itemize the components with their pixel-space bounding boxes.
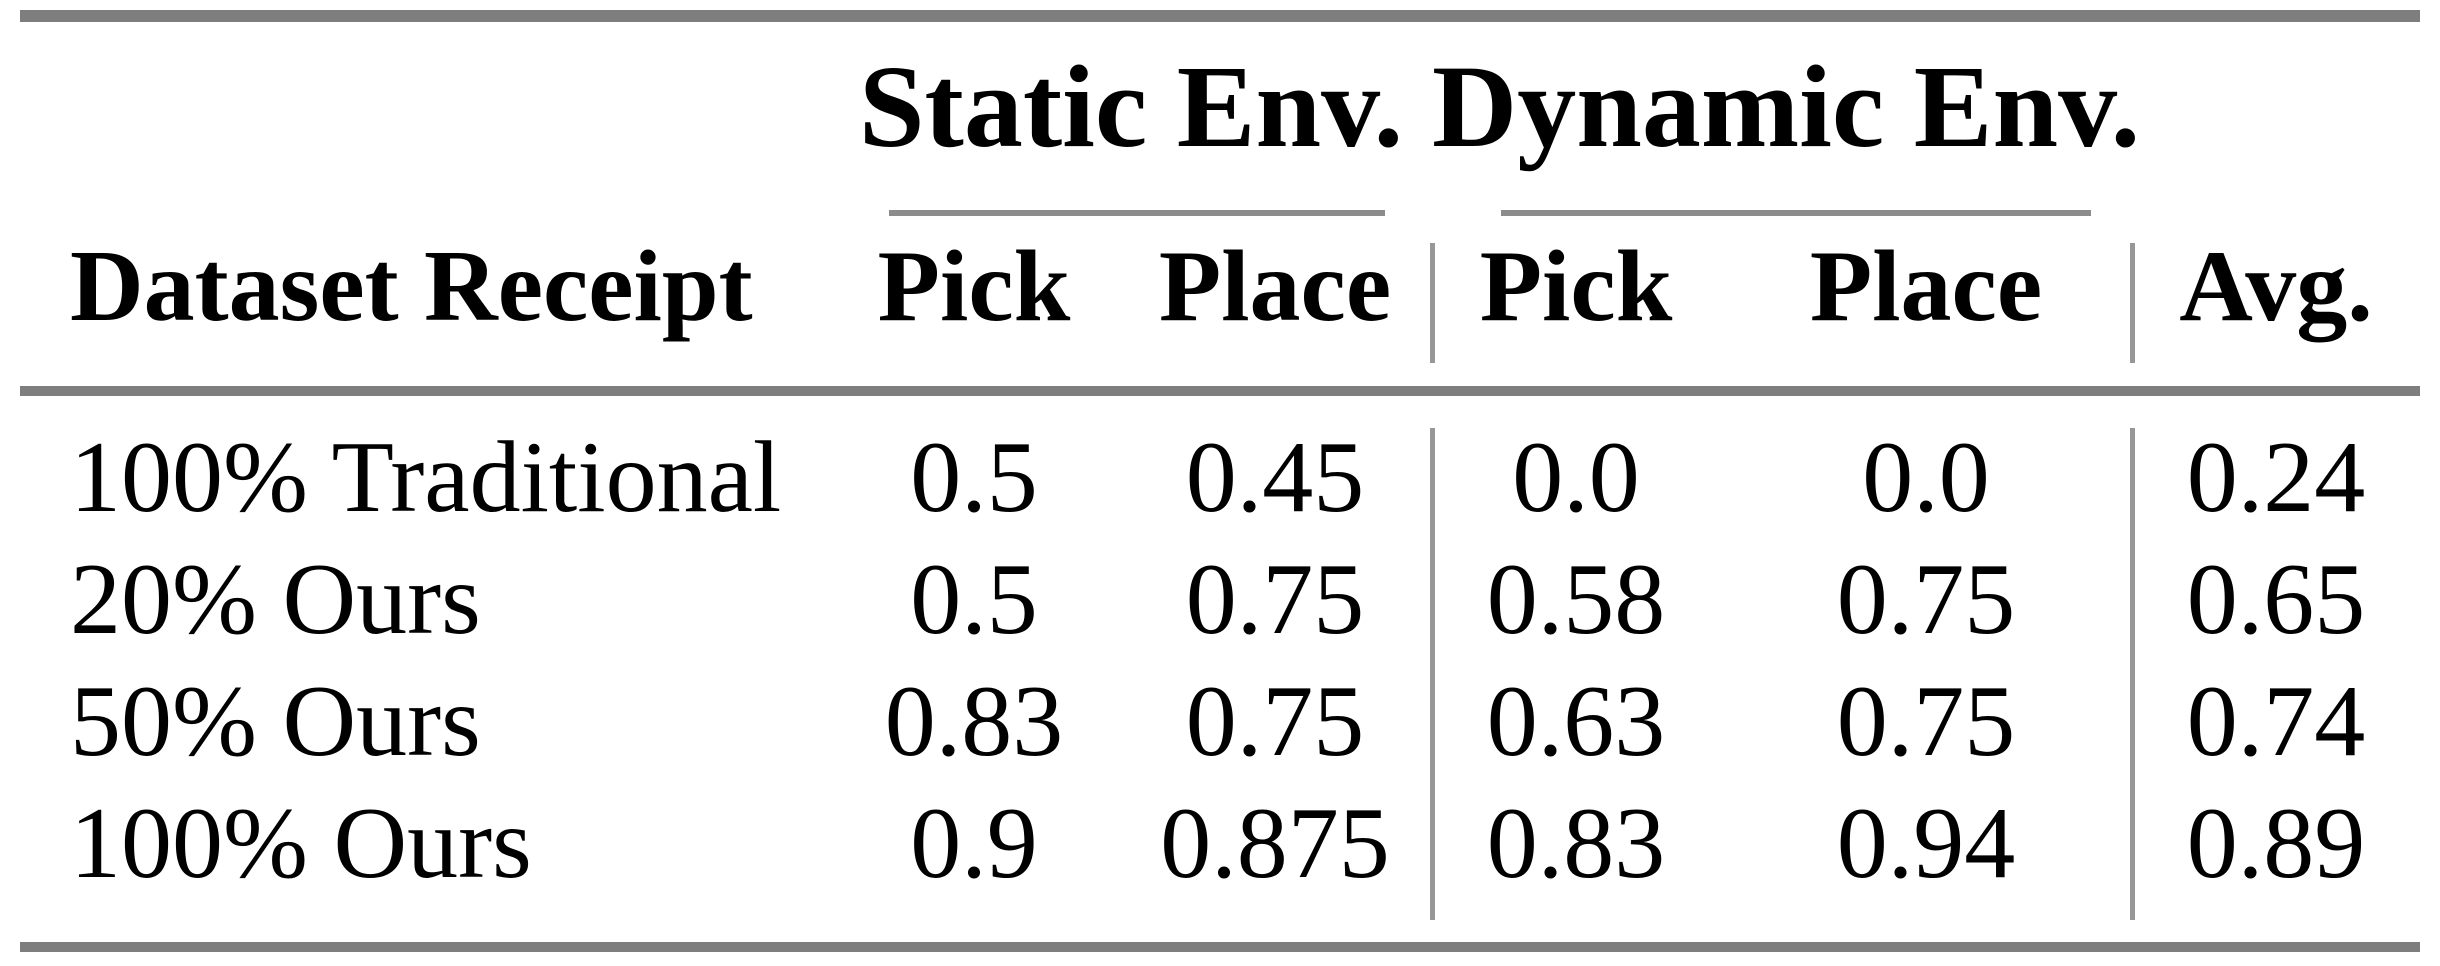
dynamic-pick-cell: 0.0 xyxy=(1512,421,1640,534)
static-place-cell: 0.75 xyxy=(1185,665,1365,778)
dynamic-place-cell: 0.94 xyxy=(1836,787,2016,900)
dynamic-place-cell: 0.0 xyxy=(1862,421,1990,534)
column-group-static-env: Static Env. xyxy=(858,41,1404,172)
column-group-dynamic-env: Dynamic Env. xyxy=(1432,41,2141,172)
vertical-divider-static-dynamic-body xyxy=(1430,428,1435,920)
results-table: Static Env. Dynamic Env. Dataset Receipt… xyxy=(20,22,2420,900)
static-place-cell: 0.45 xyxy=(1185,421,1365,534)
avg-cell: 0.65 xyxy=(2186,543,2366,656)
dynamic-pick-cell: 0.58 xyxy=(1486,543,1666,656)
row-label-cell: 100% Ours xyxy=(70,787,532,900)
static-place-cell: 0.875 xyxy=(1160,787,1390,900)
static-pick-cell: 0.5 xyxy=(910,421,1038,534)
table-top-rule xyxy=(20,10,2420,22)
column-group-header-row: Static Env. Dynamic Env. xyxy=(20,22,2420,220)
dynamic-pick-cell: 0.63 xyxy=(1486,665,1666,778)
vertical-divider-avg-body xyxy=(2130,428,2135,920)
rule-spacer-row xyxy=(20,386,2420,397)
static-env-underline-rule xyxy=(889,210,1385,216)
static-pick-cell: 0.5 xyxy=(910,543,1038,656)
row-label-cell: 50% Ours xyxy=(70,665,481,778)
dynamic-env-underline-rule xyxy=(1501,210,2091,216)
static-pick-cell: 0.83 xyxy=(884,665,1064,778)
column-header-dynamic-pick: Pick xyxy=(1479,230,1673,343)
column-header-static-pick: Pick xyxy=(877,230,1071,343)
row-label-cell: 20% Ours xyxy=(70,543,481,656)
static-place-cell: 0.75 xyxy=(1185,543,1365,656)
column-header-avg: Avg. xyxy=(2179,230,2373,343)
avg-cell: 0.89 xyxy=(2186,787,2366,900)
empty-corner-cell xyxy=(2132,22,2420,220)
table-row: 20% Ours 0.5 0.75 0.58 0.75 0.65 xyxy=(20,519,2420,656)
dynamic-place-cell: 0.75 xyxy=(1836,665,2016,778)
avg-cell: 0.74 xyxy=(2186,665,2366,778)
empty-corner-cell xyxy=(20,22,830,220)
rule-spacer-cell xyxy=(20,386,2420,397)
column-header-static-place: Place xyxy=(1158,230,1392,343)
table-header-separator-rule xyxy=(20,386,2420,396)
table-row: 100% Traditional 0.5 0.45 0.0 0.0 0.24 xyxy=(20,397,2420,534)
dynamic-pick-cell: 0.83 xyxy=(1486,787,1666,900)
column-header-dynamic-place: Place xyxy=(1809,230,2043,343)
avg-cell: 0.24 xyxy=(2186,421,2366,534)
vertical-divider-avg-header xyxy=(2130,243,2135,363)
column-header-dataset-receipt: Dataset Receipt xyxy=(70,230,753,343)
table-row: 100% Ours 0.9 0.875 0.83 0.94 0.89 xyxy=(20,763,2420,900)
row-label-cell: 100% Traditional xyxy=(70,421,782,534)
column-header-row: Dataset Receipt Pick Place Pick Place Av… xyxy=(20,220,2420,386)
table-row: 50% Ours 0.83 0.75 0.63 0.75 0.74 xyxy=(20,641,2420,778)
vertical-divider-static-dynamic-header xyxy=(1430,243,1435,363)
table-bottom-rule xyxy=(20,942,2420,952)
static-pick-cell: 0.9 xyxy=(910,787,1038,900)
dynamic-place-cell: 0.75 xyxy=(1836,543,2016,656)
